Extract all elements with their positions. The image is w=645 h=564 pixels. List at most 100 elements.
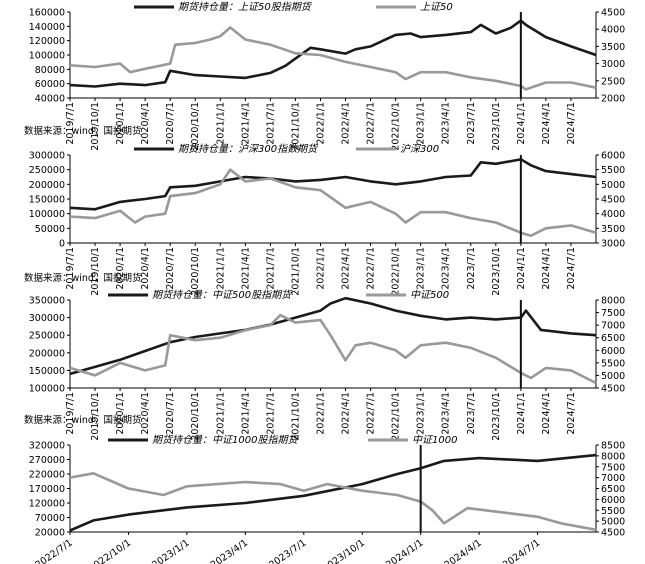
right-tick-label: 4500 xyxy=(601,195,625,206)
x-tick-label: 2021/1/1 xyxy=(215,392,226,435)
x-tick-label: 2024/4/1 xyxy=(541,102,552,145)
legend-label-futures: 期货持仓量：沪深300指数期货 xyxy=(178,143,319,155)
x-tick-label: 2019/10/1 xyxy=(90,392,101,441)
x-tick-label: 2023/4/1 xyxy=(441,247,452,290)
right-tick-label: 4500 xyxy=(601,8,625,19)
x-tick-label: 2024/1/1 xyxy=(516,392,527,435)
futures-position-line xyxy=(69,296,597,376)
x-tick-label: 2019/10/1 xyxy=(90,102,101,151)
left-tick-label: 300000 xyxy=(29,151,65,162)
x-tick-label: 2023/7/1 xyxy=(466,392,477,435)
source-note: 数据来源：wind，国投期货 xyxy=(24,125,141,137)
x-tick-label: 2019/7/1 xyxy=(65,392,76,435)
x-tick-label: 2023/4/1 xyxy=(209,537,250,564)
left-tick-label: 20000 xyxy=(35,528,65,539)
left-tick-label: 270000 xyxy=(29,455,65,466)
right-tick-label: 3500 xyxy=(601,42,625,53)
x-tick-label: 2021/4/1 xyxy=(240,247,251,290)
x-tick-label: 2022/7/1 xyxy=(33,537,74,564)
left-tick-label: 100000 xyxy=(29,209,65,220)
x-tick-label: 2020/10/1 xyxy=(190,392,201,441)
right-tick-label: 5000 xyxy=(601,180,625,191)
x-tick-label: 2021/4/1 xyxy=(240,392,251,435)
x-tick-label: 2022/1/1 xyxy=(315,247,326,290)
left-tick-label: 160000 xyxy=(29,8,65,19)
x-tick-label: 2023/1/1 xyxy=(416,392,427,435)
x-tick-label: 2021/7/1 xyxy=(265,247,276,290)
left-tick-label: 140000 xyxy=(29,22,65,33)
x-tick-label: 2023/7/1 xyxy=(466,102,477,145)
x-tick-label: 2021/7/1 xyxy=(265,392,276,435)
legend-label-futures: 期货持仓量：中证500股指期货 xyxy=(152,289,293,301)
left-tick-label: 300000 xyxy=(29,313,65,324)
source-note: 数据来源：wind，国投期货 xyxy=(24,414,141,426)
right-tick-label: 7500 xyxy=(601,462,625,473)
left-tick-label: 120000 xyxy=(29,499,65,510)
x-tick-label: 2020/7/1 xyxy=(165,102,176,145)
x-tick-label: 2020/4/1 xyxy=(140,247,151,290)
legend-label-index: 中证500 xyxy=(410,289,449,301)
futures-position-line xyxy=(69,158,597,211)
left-tick-label: 40000 xyxy=(35,94,65,105)
left-tick-label: 80000 xyxy=(35,65,65,76)
right-tick-label: 3500 xyxy=(601,224,625,235)
right-tick-label: 4000 xyxy=(601,25,625,36)
x-tick-label: 2022/7/1 xyxy=(366,247,377,290)
x-tick-label: 2024/4/1 xyxy=(541,392,552,435)
right-tick-label: 3000 xyxy=(601,59,625,70)
x-tick-label: 2023/10/1 xyxy=(321,537,367,564)
left-tick-label: 70000 xyxy=(35,513,65,524)
x-tick-label: 2024/4/1 xyxy=(541,247,552,290)
index-line xyxy=(69,472,597,532)
right-tick-label: 6000 xyxy=(601,151,625,162)
left-tick-label: 120000 xyxy=(29,36,65,47)
x-tick-label: 2020/1/1 xyxy=(115,392,126,435)
right-tick-label: 5500 xyxy=(601,358,625,369)
x-tick-label: 2021/10/1 xyxy=(290,247,301,296)
right-tick-label: 7000 xyxy=(601,473,625,484)
right-tick-label: 7500 xyxy=(601,308,625,319)
x-tick-label: 2024/1/1 xyxy=(384,537,425,564)
x-tick-label: 2021/1/1 xyxy=(215,102,226,145)
x-tick-label: 2022/10/1 xyxy=(391,247,402,296)
x-tick-label: 2019/7/1 xyxy=(65,247,76,290)
right-tick-label: 8000 xyxy=(601,451,625,462)
left-tick-label: 50000 xyxy=(35,224,65,235)
x-tick-label: 2024/7/1 xyxy=(566,247,577,290)
x-tick-label: 2022/10/1 xyxy=(391,392,402,441)
x-tick-label: 2020/4/1 xyxy=(140,392,151,435)
right-tick-label: 5500 xyxy=(601,165,625,176)
right-tick-label: 6500 xyxy=(601,333,625,344)
x-tick-label: 2022/4/1 xyxy=(341,247,352,290)
right-tick-label: 8000 xyxy=(601,296,625,307)
right-tick-label: 8500 xyxy=(601,441,625,452)
x-tick-label: 2023/10/1 xyxy=(491,102,502,151)
legend-label-index: 中证1000 xyxy=(412,434,457,446)
right-tick-label: 6000 xyxy=(601,495,625,506)
index-line xyxy=(69,26,597,91)
right-tick-label: 6000 xyxy=(601,346,625,357)
legend-label-futures: 期货持仓量：上证50股指期货 xyxy=(178,1,313,13)
x-tick-label: 2023/7/1 xyxy=(267,537,308,564)
left-tick-label: 200000 xyxy=(29,180,65,191)
x-tick-label: 2022/4/1 xyxy=(341,102,352,145)
left-tick-label: 250000 xyxy=(29,165,65,176)
left-tick-label: 100000 xyxy=(29,384,65,395)
x-tick-label: 2022/1/1 xyxy=(315,392,326,435)
x-tick-label: 2024/1/1 xyxy=(516,247,527,290)
x-tick-label: 2021/1/1 xyxy=(215,247,226,290)
left-tick-label: 250000 xyxy=(29,331,65,342)
right-tick-label: 5500 xyxy=(601,506,625,517)
x-tick-label: 2022/1/1 xyxy=(315,102,326,145)
x-tick-label: 2022/7/1 xyxy=(366,102,377,145)
x-tick-label: 2020/1/1 xyxy=(115,247,126,290)
legend-label-futures: 期货持仓量：中证1000股指期货 xyxy=(152,434,299,446)
futures-position-line xyxy=(69,453,597,532)
right-tick-label: 5000 xyxy=(601,517,625,528)
x-tick-label: 2023/10/1 xyxy=(491,247,502,296)
x-tick-label: 2020/7/1 xyxy=(165,392,176,435)
x-tick-label: 2021/7/1 xyxy=(265,102,276,145)
index-line xyxy=(69,313,597,385)
x-tick-label: 2020/7/1 xyxy=(165,247,176,290)
